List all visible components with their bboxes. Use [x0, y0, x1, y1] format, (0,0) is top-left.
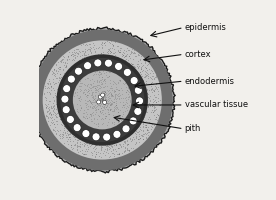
Text: cortex: cortex	[185, 50, 211, 59]
Text: pith: pith	[185, 124, 201, 133]
Circle shape	[101, 93, 105, 97]
Circle shape	[122, 125, 130, 133]
Text: epidermis: epidermis	[185, 23, 227, 32]
Circle shape	[115, 62, 123, 70]
Circle shape	[136, 97, 144, 105]
Circle shape	[103, 133, 111, 141]
Circle shape	[123, 68, 131, 76]
Circle shape	[134, 86, 142, 94]
Circle shape	[97, 100, 101, 104]
Polygon shape	[30, 27, 175, 173]
Circle shape	[94, 59, 102, 67]
Circle shape	[63, 85, 71, 93]
Circle shape	[62, 106, 70, 114]
Circle shape	[105, 59, 112, 67]
Circle shape	[67, 115, 74, 123]
Circle shape	[103, 100, 107, 104]
Text: vascular tissue: vascular tissue	[185, 100, 248, 109]
Circle shape	[73, 124, 81, 132]
Circle shape	[92, 133, 100, 141]
Circle shape	[60, 58, 144, 142]
Circle shape	[113, 130, 121, 138]
Text: endodermis: endodermis	[185, 77, 235, 86]
Circle shape	[75, 67, 83, 75]
Circle shape	[73, 71, 132, 129]
Circle shape	[130, 77, 138, 85]
Circle shape	[67, 75, 75, 83]
Circle shape	[84, 62, 92, 70]
Circle shape	[98, 95, 102, 99]
Circle shape	[134, 107, 142, 115]
Circle shape	[32, 29, 173, 171]
Circle shape	[43, 40, 162, 160]
Circle shape	[129, 117, 137, 125]
Circle shape	[82, 130, 90, 138]
Circle shape	[61, 95, 69, 103]
Circle shape	[57, 54, 148, 146]
